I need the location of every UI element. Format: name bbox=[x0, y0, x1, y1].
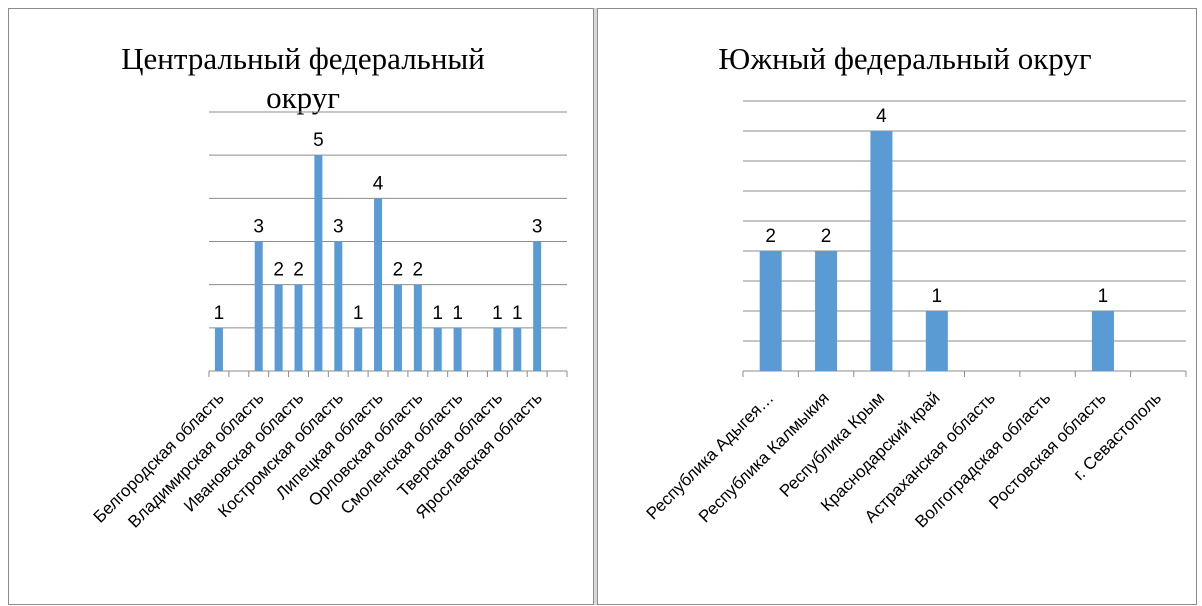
data-label: 2 bbox=[765, 226, 776, 247]
data-label: 4 bbox=[373, 173, 384, 194]
bar bbox=[374, 198, 383, 371]
data-label: 2 bbox=[273, 260, 284, 281]
data-label: 1 bbox=[214, 303, 225, 324]
chart-title-line: Центральный федеральный bbox=[121, 41, 485, 76]
data-label: 1 bbox=[1098, 286, 1109, 307]
bar bbox=[314, 155, 323, 371]
data-label: 1 bbox=[492, 303, 503, 324]
panel-divider bbox=[594, 8, 597, 605]
bar bbox=[533, 241, 542, 371]
data-label: 3 bbox=[333, 217, 344, 238]
data-label: 1 bbox=[512, 303, 523, 324]
bar bbox=[759, 251, 782, 371]
data-label: 1 bbox=[353, 303, 364, 324]
data-label: 3 bbox=[532, 217, 543, 238]
bar bbox=[925, 311, 948, 371]
bar bbox=[870, 131, 893, 371]
chart-title-line: округ bbox=[266, 80, 340, 115]
bar bbox=[1091, 311, 1114, 371]
data-label: 1 bbox=[452, 303, 463, 324]
data-label: 2 bbox=[413, 260, 424, 281]
southern-district-chart-panel: Южный федеральный округ 2 2 4 1 1 Республика А… bbox=[597, 8, 1197, 605]
bar bbox=[354, 327, 363, 371]
chart-title-line: Южный федеральный округ bbox=[718, 41, 1091, 76]
bar bbox=[254, 241, 263, 371]
bar bbox=[393, 284, 402, 371]
data-label: 2 bbox=[293, 260, 304, 281]
bar bbox=[334, 241, 343, 371]
bar bbox=[413, 284, 422, 371]
bar bbox=[433, 327, 442, 371]
bar bbox=[274, 284, 283, 371]
data-label: 1 bbox=[932, 286, 943, 307]
bar bbox=[214, 327, 223, 371]
category-tick-label: Республика Крым bbox=[776, 388, 888, 500]
data-label: 2 bbox=[821, 226, 832, 247]
bar bbox=[453, 327, 462, 371]
data-label: 3 bbox=[253, 217, 264, 238]
bar bbox=[815, 251, 838, 371]
data-label: 4 bbox=[876, 106, 887, 127]
bar bbox=[493, 327, 502, 371]
bar bbox=[513, 327, 522, 371]
data-label: 1 bbox=[432, 303, 443, 324]
central-district-chart-panel: Центральный федеральный округ 1 3 2 2 5 3 1 4 2 2 1 1… bbox=[8, 8, 594, 605]
data-label: 5 bbox=[313, 130, 324, 151]
data-label: 2 bbox=[393, 260, 404, 281]
bar bbox=[294, 284, 303, 371]
